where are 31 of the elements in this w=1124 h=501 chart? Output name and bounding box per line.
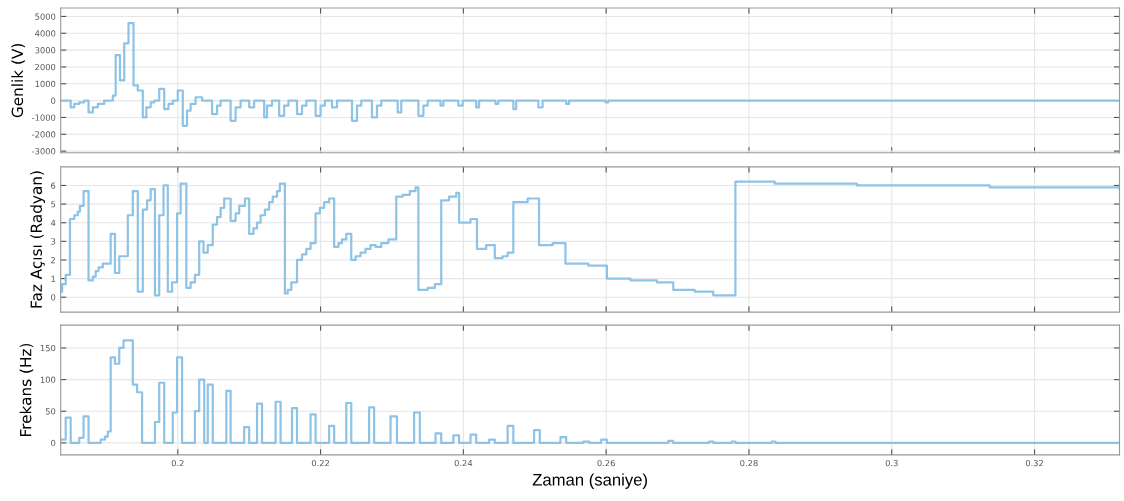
y-tick-label: 50 — [45, 408, 56, 415]
y-tick-label: 1000 — [35, 80, 56, 88]
y-tick-label: 0 — [51, 97, 56, 104]
x-tick-label: 0.24 — [454, 459, 473, 467]
y-tick-label: 0 — [51, 294, 56, 301]
x-tick-label: 0.28 — [740, 459, 758, 467]
y-tick-label: 2 — [51, 256, 55, 264]
x-tick-label: 0.26 — [597, 459, 615, 467]
y-tick-label: 100 — [40, 376, 56, 383]
y-axis-title: Genlik (V) — [11, 43, 25, 118]
y-tick-label: 5000 — [35, 13, 56, 20]
y-tick-label: -3000 — [32, 148, 56, 155]
y-axis-title: Frekans (Hz) — [19, 343, 34, 436]
y-tick-label: 4 — [50, 219, 56, 226]
x-tick-label: 0.32 — [1025, 459, 1043, 467]
y-tick-label: 150 — [40, 344, 56, 352]
x-axis-title: Zaman (saniye) — [532, 473, 647, 489]
y-tick-label: 6 — [51, 182, 56, 189]
y-tick-label: 1 — [51, 275, 56, 282]
x-tick-label: 0.3 — [885, 459, 898, 467]
y-tick-label: -2000 — [32, 131, 56, 138]
y-tick-label: 3000 — [35, 47, 56, 54]
y-tick-label: 4000 — [35, 30, 56, 37]
x-tick-label: 0.2 — [171, 459, 184, 467]
x-tick-label: 0.22 — [311, 459, 330, 467]
y-tick-label: 0 — [51, 439, 56, 447]
y-axis-title: Faz Açısı (Radyan) — [30, 171, 45, 308]
y-tick-label: 3 — [51, 238, 56, 245]
y-tick-label: 2000 — [35, 63, 56, 71]
y-tick-label: -1000 — [32, 114, 56, 121]
y-tick-label: 5 — [51, 201, 56, 208]
